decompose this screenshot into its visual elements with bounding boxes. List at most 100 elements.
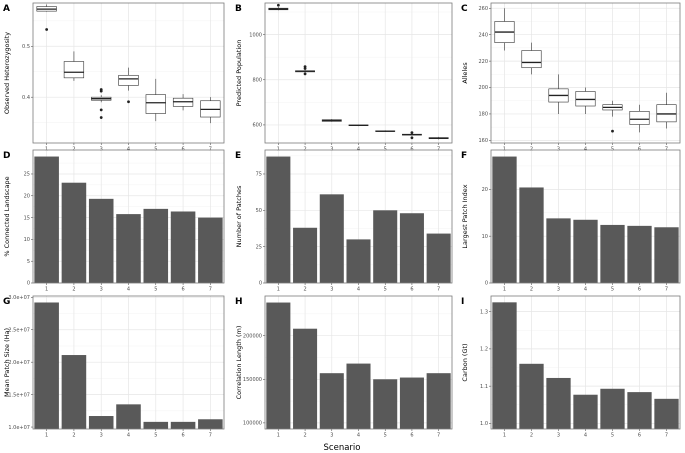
bar-2 <box>61 182 87 283</box>
x-tick-label: 6 <box>181 433 184 439</box>
x-tick-label: 6 <box>181 287 184 293</box>
x-tick-label: 4 <box>584 147 587 153</box>
bar-4 <box>116 404 141 429</box>
boxplot-2 <box>521 42 542 75</box>
bar-2 <box>293 328 318 429</box>
bar-2 <box>519 363 544 429</box>
panel-c: 160 180 200 220 240 260 1 2 3 4 5 6 7 C Alleles <box>461 2 681 153</box>
outlier-point <box>127 100 130 104</box>
boxplot-4 <box>348 124 369 127</box>
y-tick-label: 50 <box>256 208 262 214</box>
x-tick-label: 5 <box>611 287 614 293</box>
bar-3 <box>88 416 114 429</box>
bar-3 <box>546 377 571 429</box>
y-tick-label: 1000 <box>249 32 262 38</box>
box-body <box>118 74 139 86</box>
x-tick-label: 1 <box>503 147 506 153</box>
bar-7 <box>654 227 679 283</box>
y-axis-label: Observed Heterozygosity <box>3 32 11 114</box>
y-tick-label: 260 <box>478 6 488 12</box>
x-tick-label: 1 <box>503 433 506 439</box>
x-tick-label: 5 <box>384 433 387 439</box>
y-tick-label: 220 <box>478 59 488 65</box>
y-tick-label: 3.0e+07 <box>8 295 30 301</box>
outlier-point <box>410 131 414 135</box>
y-tick-label: 240 <box>478 32 488 38</box>
x-tick-label: 1 <box>45 287 48 293</box>
bar-1 <box>266 156 291 283</box>
x-tick-label: 4 <box>127 287 130 293</box>
outlier-point <box>611 129 614 133</box>
outlier-point <box>45 28 49 31</box>
x-tick-label: 6 <box>410 433 413 439</box>
y-tick-label: 200 <box>478 85 488 91</box>
x-tick-label: 7 <box>209 433 212 439</box>
bar-2 <box>519 187 544 283</box>
bar-4 <box>346 363 371 429</box>
panel-label: B <box>235 4 242 14</box>
bar-7 <box>426 373 451 429</box>
boxplot-7 <box>656 92 677 129</box>
outlier-point <box>303 72 307 76</box>
boxplot-6 <box>629 104 650 133</box>
bar-2 <box>293 227 318 283</box>
x-tick-label: 6 <box>410 147 413 153</box>
x-tick-label: 1 <box>45 433 48 439</box>
boxplot-3 <box>91 88 112 119</box>
y-tick-label: 5 <box>27 259 30 265</box>
bar-5 <box>143 208 169 283</box>
bar-3 <box>319 194 344 283</box>
y-axis-label: Largest Patch Index <box>461 184 469 248</box>
panel-label: H <box>235 297 243 307</box>
boxplot-2 <box>295 65 315 76</box>
x-tick-label: 5 <box>384 287 387 293</box>
y-tick-label: 2.5e+07 <box>8 327 30 333</box>
x-tick-label: 6 <box>181 147 184 153</box>
outlier-point <box>410 136 414 140</box>
x-tick-label: 6 <box>410 287 413 293</box>
x-tick-label: 1 <box>45 147 48 153</box>
x-tick-label: 1 <box>277 287 280 293</box>
boxplot-1 <box>268 3 289 11</box>
bar-6 <box>170 211 196 283</box>
boxplot-7 <box>428 136 449 140</box>
outlier-point <box>99 89 103 93</box>
figure-x-axis-label: Scenario <box>324 443 361 453</box>
y-tick-label: 1.5e+07 <box>8 392 30 398</box>
y-axis-label: Correlation Length (m) <box>235 326 243 400</box>
y-tick-label: 75 <box>256 172 262 178</box>
y-tick-label: 0.4 <box>22 95 30 101</box>
panel-label: F <box>461 151 467 161</box>
y-tick-label: 100000 <box>243 421 262 427</box>
boxplot-1 <box>494 8 515 51</box>
boxplot-6 <box>402 131 422 140</box>
panel-border <box>264 295 453 430</box>
x-tick-label: 5 <box>154 147 157 153</box>
x-tick-label: 7 <box>437 287 440 293</box>
x-tick-label: 7 <box>437 147 440 153</box>
x-tick-label: 5 <box>611 433 614 439</box>
y-tick-label: 180 <box>478 112 488 118</box>
x-tick-label: 2 <box>530 433 533 439</box>
bar-6 <box>627 225 652 283</box>
y-tick-label: 150000 <box>243 377 262 383</box>
y-axis-label: Predicted Population <box>235 40 243 107</box>
x-tick-label: 6 <box>638 147 641 153</box>
panel-label: C <box>461 4 468 14</box>
y-tick-label: 1.2 <box>480 347 488 353</box>
boxplot-5 <box>145 78 166 122</box>
bar-1 <box>492 302 517 429</box>
x-tick-label: 5 <box>611 147 614 153</box>
y-tick-label: 1.0e+07 <box>8 425 30 431</box>
bar-3 <box>546 218 571 283</box>
x-tick-label: 3 <box>100 433 103 439</box>
panel-label: D <box>3 151 10 161</box>
x-tick-label: 1 <box>277 433 280 439</box>
panel-g: 1.0e+07 1.5e+07 2.0e+07 2.5e+07 3.0e+07 1 2 3 4 5… <box>3 295 225 439</box>
bar-7 <box>198 217 223 283</box>
y-tick-label: 600 <box>252 123 262 129</box>
x-tick-label: 6 <box>638 287 641 293</box>
panel-b: 600 800 1000 1 2 3 4 5 6 7 B Predicted Population <box>235 2 453 153</box>
